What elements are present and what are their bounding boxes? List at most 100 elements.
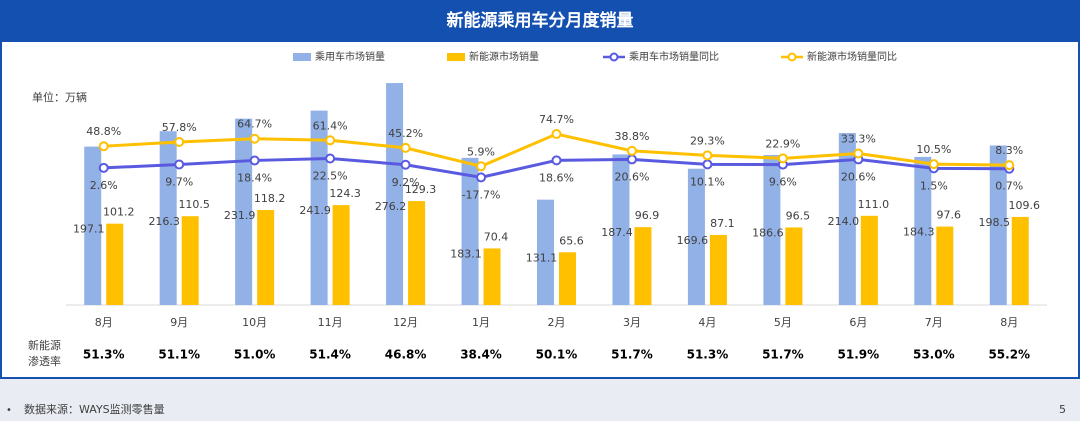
x-tick-label: 8月 bbox=[95, 316, 113, 329]
marker bbox=[400, 159, 411, 170]
value-label: 5.9% bbox=[467, 145, 495, 158]
bar bbox=[709, 235, 727, 305]
bar bbox=[914, 156, 932, 305]
marker bbox=[702, 150, 713, 161]
value-label: 64.7% bbox=[237, 118, 272, 131]
x-tick-label: 6月 bbox=[849, 316, 867, 329]
value-label: 197.1 bbox=[73, 223, 105, 236]
bar bbox=[936, 226, 954, 305]
value-label: 214.0 bbox=[828, 215, 860, 228]
bar bbox=[537, 199, 554, 305]
marker bbox=[626, 154, 637, 165]
bar bbox=[386, 83, 404, 305]
value-label: 118.2 bbox=[254, 192, 286, 205]
legend-label: 乘用车市场销量 bbox=[315, 50, 385, 63]
penetration-value: 51.3% bbox=[687, 348, 729, 362]
bar bbox=[159, 131, 177, 305]
value-label: 241.9 bbox=[299, 204, 331, 217]
penetration-value: 51.7% bbox=[611, 348, 653, 362]
x-tick-label: 5月 bbox=[774, 316, 792, 329]
marker bbox=[174, 159, 185, 170]
page-number: 5 bbox=[1059, 403, 1066, 416]
value-label: 20.6% bbox=[841, 170, 876, 183]
bar bbox=[106, 223, 124, 305]
value-label: 22.9% bbox=[765, 137, 800, 150]
bar bbox=[838, 133, 856, 305]
bar bbox=[483, 248, 501, 305]
value-label: 198.5 bbox=[979, 216, 1011, 229]
x-tick-label: 3月 bbox=[623, 316, 641, 329]
marker bbox=[174, 136, 185, 147]
value-label: 70.4 bbox=[484, 230, 509, 243]
marker bbox=[1004, 160, 1015, 171]
value-label: 8.3% bbox=[995, 144, 1023, 157]
marker bbox=[476, 172, 487, 183]
penetration-value: 38.4% bbox=[460, 348, 502, 362]
bar bbox=[763, 155, 781, 305]
penetration-value: 55.2% bbox=[988, 348, 1030, 362]
bar bbox=[461, 157, 479, 305]
chart-title: 新能源乘用车分月度销量 bbox=[447, 10, 634, 31]
value-label: 10.5% bbox=[916, 143, 951, 156]
legend-marker bbox=[787, 52, 797, 62]
penetration-value: 51.4% bbox=[309, 348, 351, 362]
bar bbox=[559, 252, 576, 305]
bar bbox=[332, 205, 350, 305]
row-label: 新能源 bbox=[28, 338, 61, 352]
value-label: 74.7% bbox=[539, 113, 574, 126]
value-label: 45.2% bbox=[388, 127, 423, 140]
marker bbox=[853, 148, 864, 159]
value-label: 97.6 bbox=[937, 209, 962, 222]
bar bbox=[84, 146, 102, 305]
value-label: 110.5 bbox=[178, 198, 210, 211]
value-label: 184.3 bbox=[903, 226, 935, 239]
penetration-value: 50.1% bbox=[536, 348, 578, 362]
penetration-value: 46.8% bbox=[385, 348, 427, 362]
value-label: -17.7% bbox=[462, 188, 501, 201]
value-label: 61.4% bbox=[313, 119, 348, 132]
bar bbox=[257, 210, 275, 305]
value-label: 129.3 bbox=[405, 183, 437, 196]
value-label: 187.4 bbox=[601, 226, 633, 239]
value-label: 0.7% bbox=[995, 180, 1023, 193]
marker bbox=[98, 141, 109, 152]
bullet: • bbox=[6, 405, 12, 416]
penetration-value: 51.9% bbox=[838, 348, 880, 362]
x-tick-label: 11月 bbox=[318, 316, 343, 329]
marker bbox=[98, 162, 109, 173]
value-label: 18.6% bbox=[539, 171, 574, 184]
marker bbox=[325, 135, 336, 146]
value-label: 186.6 bbox=[752, 226, 784, 239]
value-label: 65.6 bbox=[559, 234, 584, 247]
bar bbox=[181, 216, 199, 305]
value-label: 231.9 bbox=[224, 209, 256, 222]
penetration-value: 51.0% bbox=[234, 348, 276, 362]
value-label: 216.3 bbox=[148, 215, 180, 228]
value-label: 20.6% bbox=[614, 170, 649, 183]
value-label: 9.2% bbox=[392, 176, 420, 189]
value-label: 2.6% bbox=[90, 179, 118, 192]
value-label: 96.5 bbox=[786, 209, 811, 222]
row-label: 渗透率 bbox=[28, 354, 61, 368]
marker bbox=[249, 155, 260, 166]
value-label: 9.6% bbox=[769, 176, 797, 189]
bar bbox=[235, 118, 253, 305]
penetration-value: 51.3% bbox=[83, 348, 125, 362]
legend-label: 乘用车市场销量同比 bbox=[629, 50, 719, 63]
x-tick-label: 8月 bbox=[1000, 316, 1018, 329]
unit-label: 单位：万辆 bbox=[32, 90, 87, 104]
value-label: 183.1 bbox=[450, 247, 482, 260]
source: 数据来源：WAYS监测零售量 bbox=[24, 402, 165, 416]
value-label: 9.7% bbox=[165, 176, 193, 189]
legend-marker bbox=[609, 52, 619, 62]
marker bbox=[626, 145, 637, 156]
x-tick-label: 4月 bbox=[698, 316, 716, 329]
x-tick-label: 12月 bbox=[393, 316, 418, 329]
bar bbox=[612, 154, 630, 305]
x-tick-label: 10月 bbox=[242, 316, 267, 329]
penetration-value: 53.0% bbox=[913, 348, 955, 362]
title-bar bbox=[0, 0, 1080, 42]
bar bbox=[989, 145, 1007, 305]
legend-swatch bbox=[293, 53, 311, 61]
